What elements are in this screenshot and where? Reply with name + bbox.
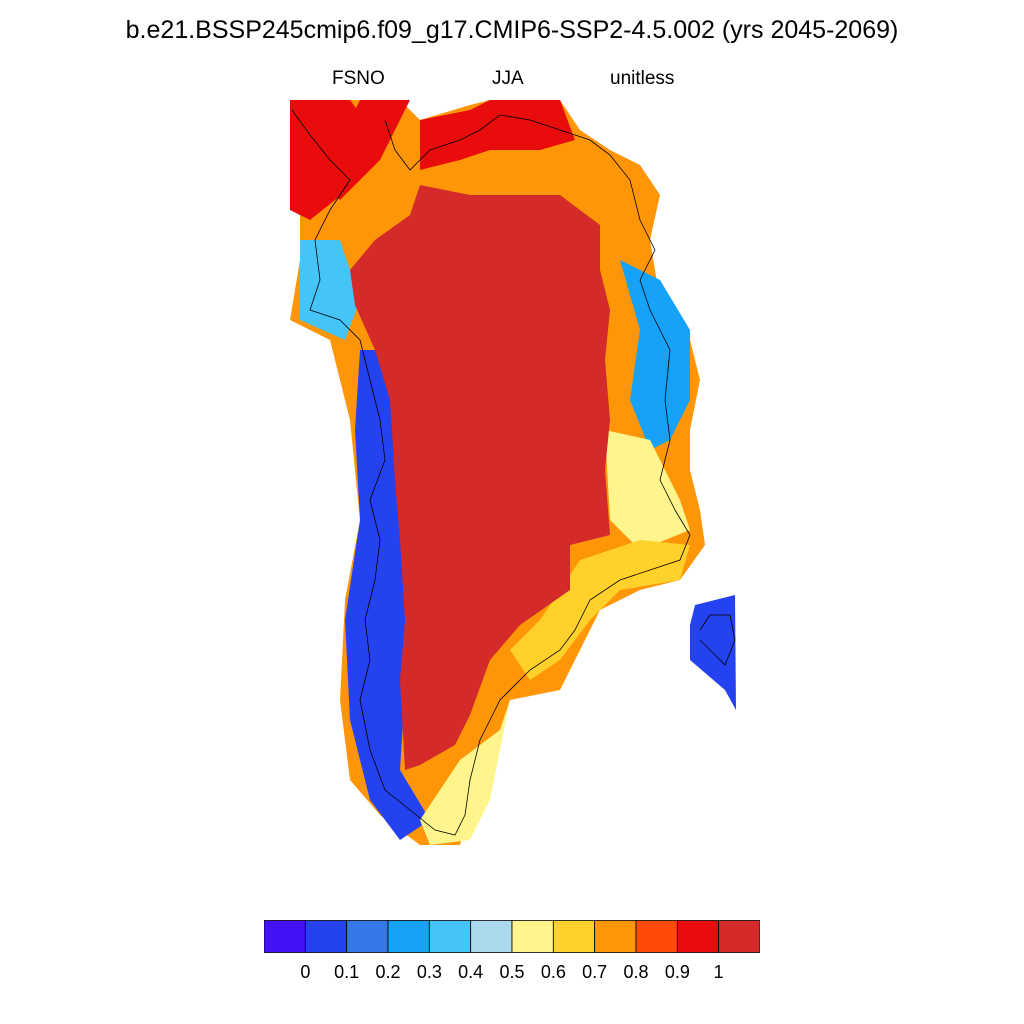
colorbar-tick-label: 0.4 xyxy=(458,962,484,982)
colorbar-swatch xyxy=(470,920,513,953)
iceland-coastline xyxy=(699,614,736,666)
colorbar-tick-label: 0 xyxy=(300,962,311,982)
north-coast-patch xyxy=(320,100,410,200)
colorbar-swatch xyxy=(552,920,596,953)
colorbar-tick-label: 0.7 xyxy=(582,962,608,982)
plot-title: b.e21.BSSP245cmip6.f09_g17.CMIP6-SSP2-4.… xyxy=(125,16,899,44)
colorbar-swatch xyxy=(676,920,720,953)
colorbar-swatch xyxy=(594,920,637,953)
south-east-coast-patch xyxy=(510,540,690,680)
units-label: unitless xyxy=(610,68,675,89)
colorbar-tick-label: 0.6 xyxy=(540,962,566,982)
colorbar-tick-label: 0.1 xyxy=(334,962,360,982)
colorbar-swatch xyxy=(264,920,306,953)
ice-sheet-interior xyxy=(350,185,610,770)
east-coast-yellow-patch xyxy=(605,430,690,550)
colorbar xyxy=(264,920,760,953)
colorbar-tick-label: 0.3 xyxy=(416,962,442,982)
colorbar-tick-label: 0.9 xyxy=(664,962,690,982)
colorbar-swatch xyxy=(635,920,678,953)
colorbar-tick-label: 0.5 xyxy=(499,962,525,982)
west-coast-mid-patch xyxy=(300,240,360,340)
colorbar-swatch xyxy=(346,920,389,953)
greenland-field xyxy=(290,100,705,845)
season-label: JJA xyxy=(492,68,524,89)
variable-label: FSNO xyxy=(332,68,385,89)
colorbar-tick-label: 0.2 xyxy=(375,962,401,982)
colorbar-tick-label: 0.8 xyxy=(623,962,649,982)
colorbar-swatch xyxy=(718,920,760,953)
southern-tip-patch xyxy=(420,700,510,845)
greenland-coastline xyxy=(291,109,691,836)
colorbar-swatch xyxy=(428,920,472,953)
north-ridge-patch xyxy=(420,100,575,170)
colorbar-swatch xyxy=(387,920,430,953)
colorbar-swatch xyxy=(511,920,554,953)
east-coast-blue-patch xyxy=(620,260,690,450)
coastline xyxy=(291,109,736,836)
colorbar-swatch xyxy=(304,920,348,953)
colorbar-tick-label: 1 xyxy=(713,962,724,982)
